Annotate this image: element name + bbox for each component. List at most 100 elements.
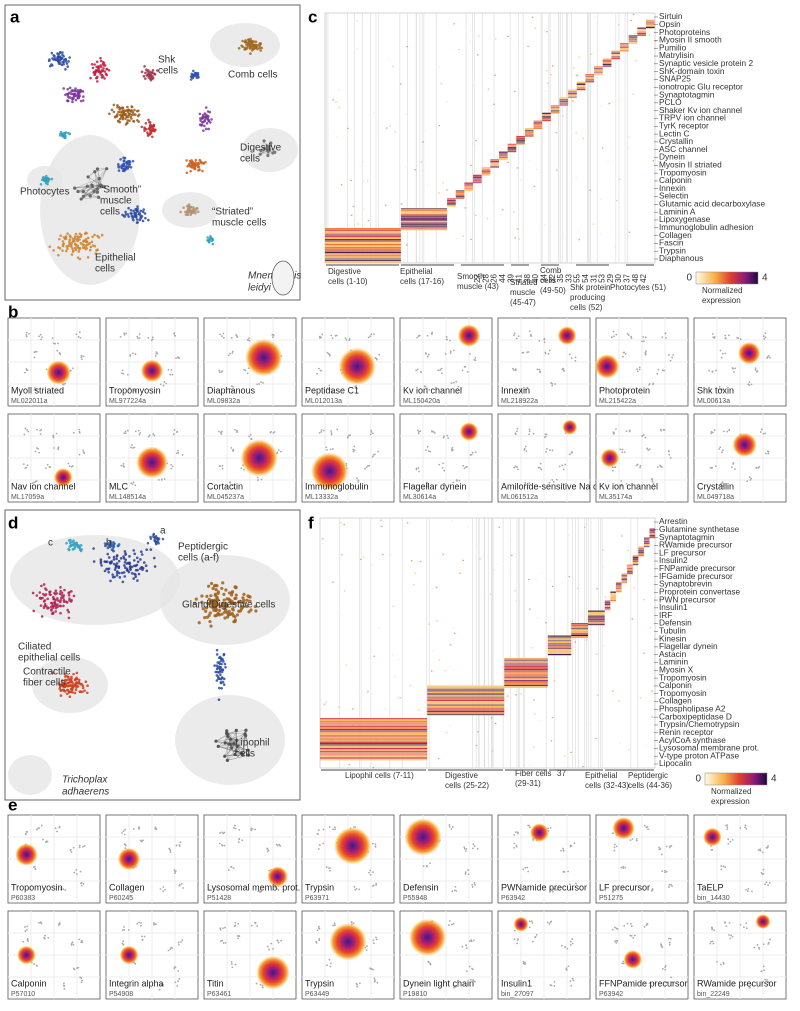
cell-dot <box>68 599 71 602</box>
tile-dot <box>612 832 614 834</box>
heatmap-speck <box>458 49 460 50</box>
cell-dot <box>46 598 49 601</box>
heatmap-stripe <box>456 196 465 197</box>
tile-dot <box>223 942 225 944</box>
tile-dot <box>24 926 26 928</box>
cluster-label: Photocytes (51) <box>610 283 666 292</box>
tile-dot <box>124 834 126 836</box>
heatmap-stripe <box>447 202 456 203</box>
tile-dot <box>33 963 35 965</box>
cell-dot <box>50 63 53 66</box>
heatmap-stripe <box>320 726 427 727</box>
tile-dot <box>73 847 75 849</box>
tile-dot <box>26 925 28 927</box>
cluster-label: cells <box>95 264 115 275</box>
cluster-label: c <box>48 538 53 549</box>
tile-dot <box>79 454 81 456</box>
heatmap-speck <box>451 520 453 521</box>
tile-dot <box>465 873 467 875</box>
heatmap-stripe <box>508 149 517 150</box>
cell-dot <box>199 160 202 163</box>
tile-dot <box>71 466 73 468</box>
tile-dot <box>515 368 517 370</box>
cell-dot <box>78 96 81 99</box>
cell-dot <box>134 565 137 568</box>
cell-dot <box>43 606 46 609</box>
cell-dot <box>82 687 85 690</box>
tile-dot <box>26 334 28 336</box>
tile-dot <box>76 873 78 875</box>
tile-dot <box>349 434 351 436</box>
legend-bar <box>705 773 767 785</box>
cluster-label: cells (1-10) <box>328 277 368 286</box>
tile-dot <box>657 466 659 468</box>
tile-dot <box>41 825 43 827</box>
tile-dot <box>231 961 233 963</box>
cluster-label: Contractile <box>23 667 71 678</box>
heatmap-speck <box>492 751 494 752</box>
heatmap-stripe <box>585 74 594 75</box>
cell-dot <box>249 47 252 50</box>
heatmap-stripe <box>320 756 427 757</box>
cell-dot <box>197 73 200 76</box>
tile-dot <box>336 429 338 431</box>
tile-dot <box>35 351 37 353</box>
tile-dot <box>551 985 553 987</box>
heatmap-speck <box>621 100 623 101</box>
tile-dot <box>170 464 172 466</box>
heatmap-stripe <box>401 222 447 223</box>
tile-dot <box>712 940 714 942</box>
heatmap-stripe <box>427 704 504 705</box>
heatmap-speck <box>574 641 576 642</box>
tile-dot <box>761 429 763 431</box>
heatmap-speck <box>381 526 383 527</box>
tile-dot <box>612 470 614 472</box>
tile-dot <box>627 923 629 925</box>
cell-dot <box>105 74 108 77</box>
heatmap-speck <box>477 54 479 55</box>
tile-dot <box>572 978 574 980</box>
cell-dot <box>186 171 189 174</box>
heatmap-stripe <box>588 621 605 622</box>
heatmap-stripe <box>525 128 534 129</box>
cell-dot <box>58 238 61 241</box>
heatmap-stripe <box>504 675 548 676</box>
cell-dot <box>91 63 94 66</box>
tile-dot <box>475 451 477 453</box>
heatmap-stripe <box>594 73 603 74</box>
heatmap-speck <box>608 103 610 104</box>
tile-dot <box>769 882 771 884</box>
heatmap-stripe <box>548 651 571 652</box>
heatmap-stripe <box>490 159 499 160</box>
tile-dot <box>356 983 358 985</box>
heatmap-stripe <box>401 211 447 212</box>
tile-dot <box>349 338 351 340</box>
heatmap-speck <box>531 647 533 648</box>
expression-blob <box>458 325 480 347</box>
tile-dot <box>239 935 241 937</box>
tile-dot <box>25 833 27 835</box>
tile-dot <box>82 846 84 848</box>
tile-dot <box>135 431 137 433</box>
tile-dot <box>370 434 372 436</box>
heatmap-stripe <box>473 182 482 183</box>
tile-dot <box>668 938 670 940</box>
tile-dot <box>26 429 28 431</box>
tile-dot <box>466 947 468 949</box>
network-node <box>226 759 229 762</box>
tile-dot <box>418 335 420 337</box>
cell-dot <box>113 543 116 546</box>
tile-dot <box>139 337 141 339</box>
cell-dot <box>96 80 99 83</box>
heatmap-stripe <box>571 636 588 637</box>
cell-dot <box>80 544 83 547</box>
tile-dot <box>270 943 272 945</box>
cell-dot <box>72 98 75 101</box>
tile-dot <box>176 845 178 847</box>
cell-dot <box>219 673 222 676</box>
tile-dot <box>668 354 670 356</box>
cell-dot <box>81 690 84 693</box>
tile-dot <box>544 341 546 343</box>
heatmap-stripe <box>320 749 427 750</box>
tile-dot <box>142 939 144 941</box>
